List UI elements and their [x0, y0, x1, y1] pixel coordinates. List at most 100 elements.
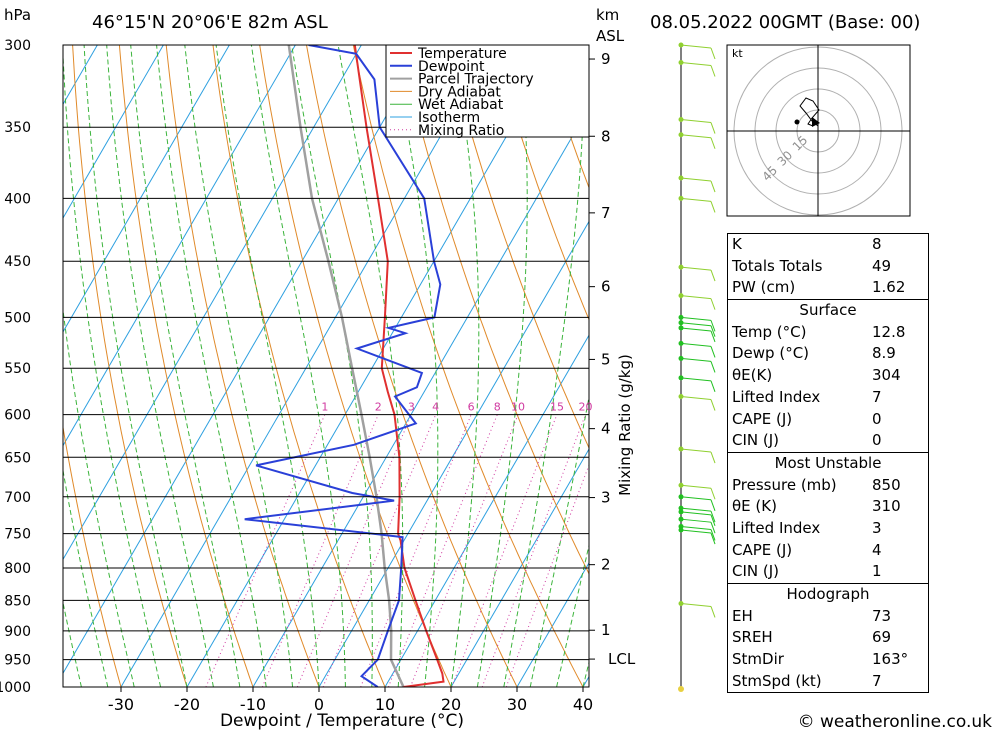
- legend-entry: Parcel Trajectory: [418, 72, 534, 88]
- wet-adiabat-line: [337, 45, 404, 687]
- x-tick-label: 0: [314, 695, 324, 714]
- hodograph-unit: kt: [732, 47, 743, 60]
- wind-barb-flag: [710, 298, 716, 310]
- km-tick-label: 2: [601, 556, 611, 574]
- wet-adiabat-line: [63, 45, 162, 687]
- wind-barb-shaft: [680, 119, 712, 124]
- surface-section: Surface Temp (°C) 12.8 Dewp (°C) 8.9 θE(K)…: [728, 299, 928, 452]
- index-row: CIN (J) 1: [732, 562, 882, 581]
- mixing-ratio-labels: 1 2 3 4 6 8 10 15 20: [321, 401, 592, 414]
- dry-adiabat-line: [72, 45, 188, 687]
- wind-barb-flag: [710, 529, 716, 541]
- wet-adiabat-line: [83, 45, 188, 687]
- section-title: Most Unstable: [774, 453, 882, 472]
- wind-barb-shaft: [680, 357, 712, 362]
- wet-adiabat-line: [130, 45, 241, 687]
- dewpoint-line: [244, 45, 442, 687]
- wet-adiabat-line: [391, 45, 439, 687]
- legend-box: [385, 44, 590, 138]
- wind-barb-flag: [710, 180, 716, 193]
- wind-barb-shaft: [680, 602, 712, 607]
- legend-entry: Temperature: [417, 46, 507, 62]
- isotherm-line: [516, 561, 589, 687]
- pressure-tick-label: 1000: [0, 680, 31, 696]
- index-row: CIN (J) 0: [732, 431, 882, 450]
- index-row: StmSpd (kt) 7: [732, 671, 882, 690]
- index-row: PW (cm) 1.62: [732, 278, 906, 297]
- dry-adiabat-line: [961, 45, 1000, 687]
- wind-barb-flag: [710, 325, 716, 337]
- mixing-ratio-label: 2: [375, 401, 382, 414]
- wind-barb-flag: [710, 346, 716, 358]
- legend-entry: Dewpoint: [418, 59, 485, 75]
- wind-barb-flag: [710, 532, 716, 545]
- mixing-ratio-label: 10: [511, 401, 525, 414]
- pressure-tick-label: 350: [4, 120, 31, 136]
- mixing-ratio-label: 15: [550, 401, 564, 414]
- wind-barb-shaft: [680, 134, 712, 139]
- mixing-ratio-axis-label: Mixing Ratio (g/kg): [616, 354, 634, 496]
- mixing-ratio-label: 6: [468, 401, 475, 414]
- mixing-ratio-label: 1: [321, 401, 328, 414]
- index-row: θE (K) 310: [732, 497, 901, 516]
- wind-barb-shaft: [680, 511, 712, 516]
- mixing-ratio-label: 3: [408, 401, 415, 414]
- wet-adiabat-line: [250, 45, 346, 687]
- x-tick-label: -20: [174, 695, 200, 714]
- mixing-ratio-line: [322, 414, 437, 687]
- wet-adiabat-line: [63, 306, 135, 687]
- pressure-tick-label: 950: [4, 653, 31, 669]
- axes: 3003504004505005506006507007508008509009…: [0, 38, 636, 714]
- wind-barb-shaft: [680, 295, 712, 300]
- legend-entry: Mixing Ratio: [418, 123, 504, 139]
- legend-entry: Dry Adiabat: [418, 84, 501, 100]
- pressure-tick-label: 450: [4, 254, 31, 270]
- wet-adiabat-line: [450, 45, 480, 687]
- wind-barb-shaft: [680, 529, 712, 534]
- pressure-tick-label: 900: [4, 624, 31, 640]
- pressure-tick-label: 500: [4, 310, 31, 326]
- isotherm-line: [120, 45, 494, 687]
- wind-barb-flag: [710, 499, 716, 511]
- index-row: StmDir 163°: [732, 650, 909, 669]
- hodograph-arrow: [812, 117, 820, 127]
- wind-barb-flag: [710, 320, 716, 332]
- hodograph-trace: [799, 97, 820, 127]
- isotherm-line: [450, 448, 589, 687]
- wind-barb-shaft: [680, 496, 712, 501]
- mixing-ratio-line: [387, 414, 498, 687]
- legend-entry: Wet Adiabat: [418, 97, 504, 113]
- isotherm-line: [63, 45, 164, 220]
- wind-barb-shaft: [680, 61, 712, 66]
- x-tick-label: -30: [108, 695, 134, 714]
- wind-barb-flag: [710, 399, 716, 411]
- wind-barb-shaft: [680, 507, 712, 512]
- wind-barb-flag: [710, 380, 716, 392]
- km-tick-label: 5: [601, 350, 611, 368]
- mixing-ratio-label: 4: [432, 401, 439, 414]
- dry-adiabat-line: [493, 45, 589, 321]
- index-row: CAPE (J) 0: [732, 409, 882, 428]
- wind-barb-shaft: [680, 525, 712, 530]
- wind-barb-shaft: [680, 448, 712, 453]
- pressure-tick-label: 750: [4, 527, 31, 543]
- wind-barb-shaft: [680, 44, 712, 49]
- pressure-tick-label: 550: [4, 361, 31, 377]
- isotherm-line: [252, 106, 589, 687]
- mixing-ratio-line: [205, 414, 326, 687]
- isotherm-line: [186, 45, 560, 687]
- x-tick-label: 20: [441, 695, 461, 714]
- index-row: SREH 69: [732, 628, 892, 647]
- wind-barb-shaft: [680, 518, 712, 523]
- index-row: Dewp (°C) 8.9: [732, 344, 896, 363]
- wet-adiabat-line: [215, 45, 320, 687]
- isotherm-line: [63, 45, 362, 561]
- section-title: Hodograph: [786, 585, 870, 603]
- index-row: CAPE (J) 4: [732, 540, 882, 559]
- x-tick-label: -10: [240, 695, 266, 714]
- storm-motion-marker: [794, 119, 800, 125]
